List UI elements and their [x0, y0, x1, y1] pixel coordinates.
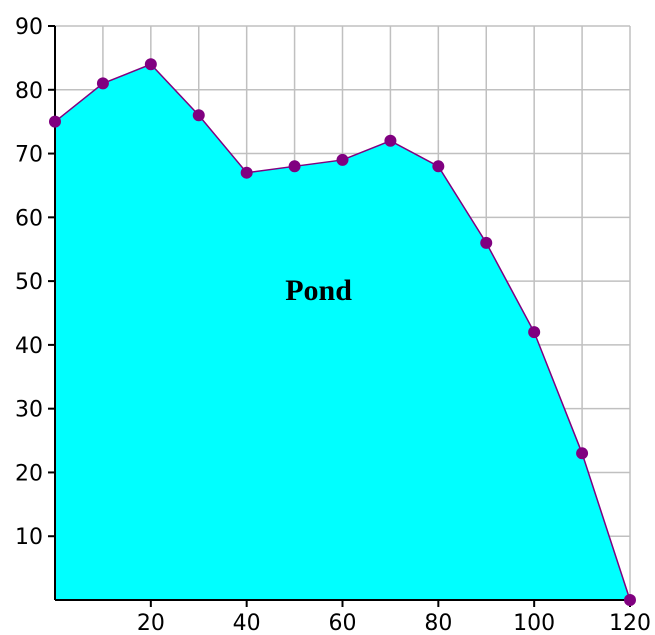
y-tick-label: 80	[15, 79, 43, 104]
data-point	[96, 77, 109, 90]
x-tick-label: 120	[609, 611, 651, 635]
data-point	[192, 109, 205, 122]
data-point	[528, 326, 541, 339]
data-point	[240, 166, 253, 179]
data-point	[49, 115, 61, 128]
y-tick-label: 70	[15, 143, 43, 168]
y-tick-label: 60	[15, 206, 43, 231]
y-tick-label: 20	[15, 461, 43, 486]
data-point	[384, 134, 397, 147]
x-tick-label: 40	[233, 611, 261, 635]
data-points	[49, 58, 636, 606]
data-point	[432, 160, 445, 173]
data-point	[576, 447, 589, 460]
data-point	[336, 153, 349, 166]
data-point	[624, 594, 636, 606]
y-tick-label: 10	[15, 525, 43, 550]
y-tick-label: 90	[15, 15, 43, 40]
x-tick-label: 20	[137, 611, 165, 635]
x-tick-label: 60	[329, 611, 357, 635]
y-tick-label: 30	[15, 398, 43, 423]
y-tick-label: 50	[15, 270, 43, 295]
data-point	[480, 236, 493, 249]
area-annotation: Pond	[285, 274, 352, 307]
x-tick-label: 80	[424, 611, 452, 635]
y-tick-label: 40	[15, 334, 43, 359]
data-point	[288, 160, 301, 173]
tick-labels: 10 20 30 40 50 60 70 80 90 20 40 60 80 100 120	[15, 15, 651, 635]
area-fill	[55, 64, 630, 601]
data-point	[144, 58, 157, 71]
x-tick-label: 100	[513, 611, 555, 635]
